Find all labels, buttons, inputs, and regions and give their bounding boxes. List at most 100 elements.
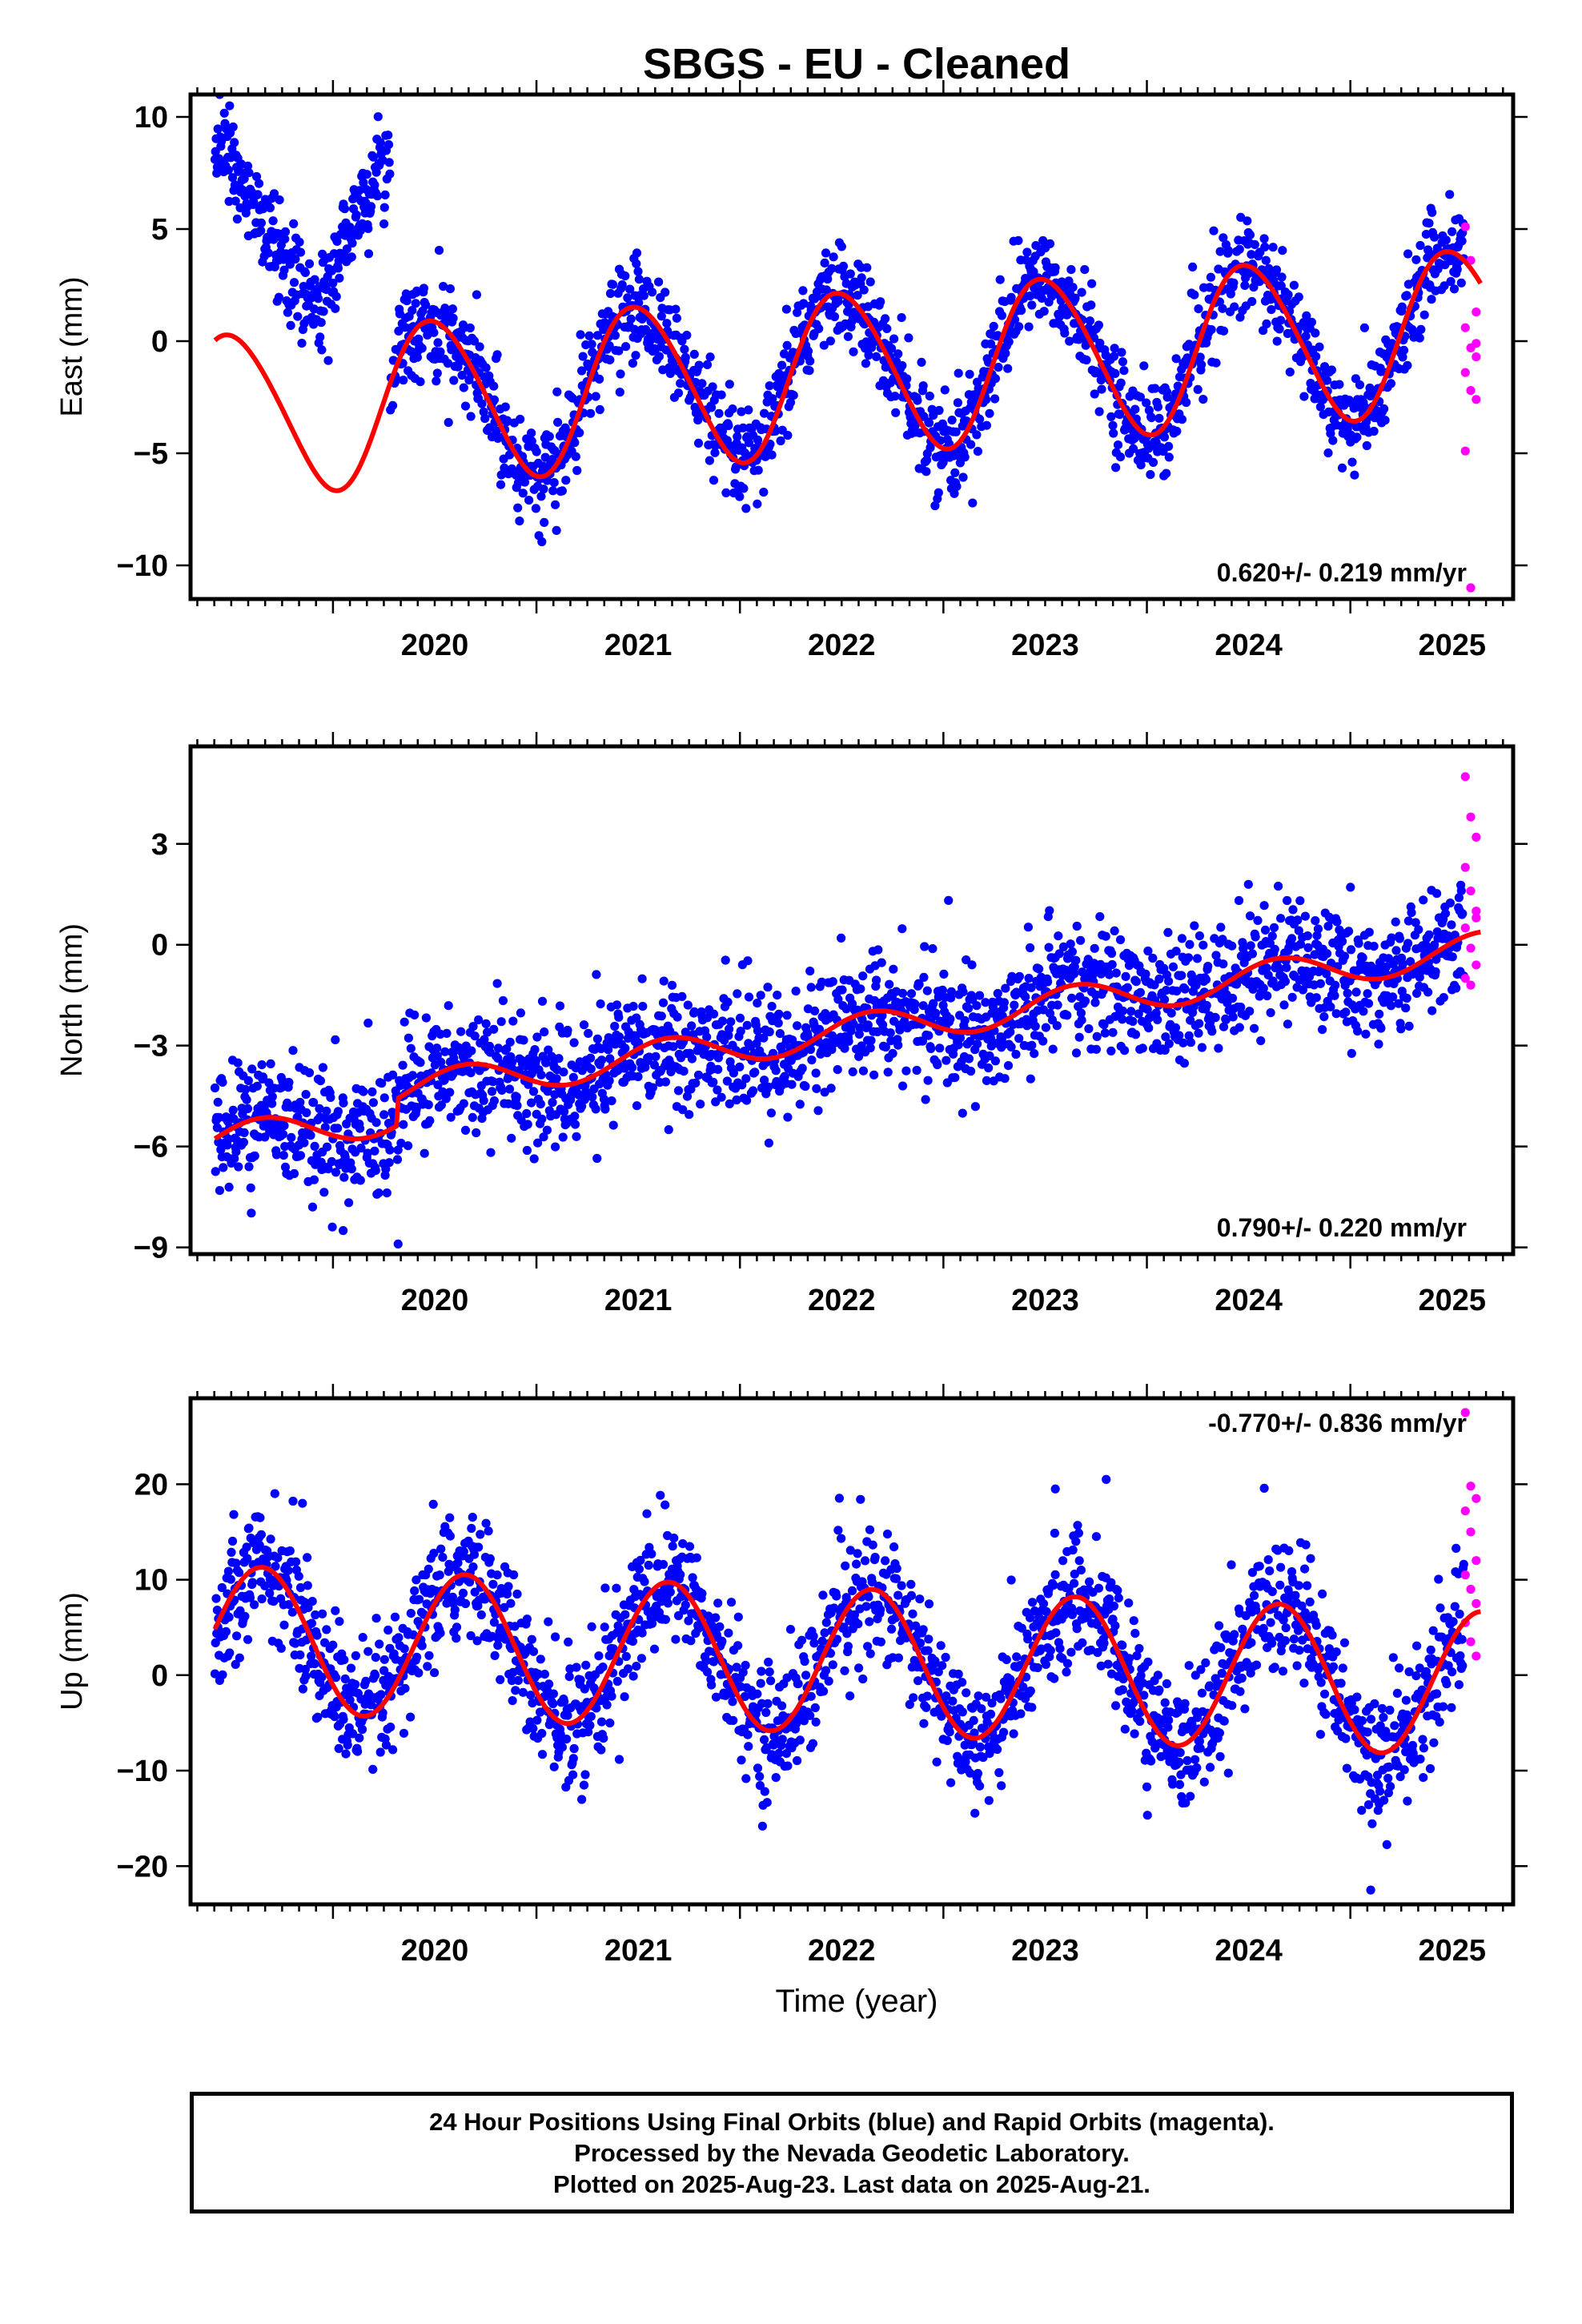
data-point: [224, 1182, 234, 1192]
data-point: [351, 1651, 360, 1661]
data-point: [554, 1054, 564, 1063]
data-point: [1071, 955, 1081, 965]
data-point: [359, 178, 368, 187]
data-point: [1380, 416, 1390, 425]
data-point: [1402, 993, 1411, 1003]
data-point: [1337, 936, 1347, 947]
data-point: [741, 504, 751, 513]
data-point: [1203, 962, 1213, 971]
data-point: [251, 171, 262, 182]
data-point: [1227, 941, 1237, 951]
data-point: [692, 1553, 701, 1562]
data-point: [1229, 278, 1239, 287]
data-point: [669, 1042, 678, 1051]
data-point: [809, 1631, 818, 1641]
data-point: [548, 1689, 559, 1699]
data-point: [985, 408, 994, 418]
data-point: [1101, 931, 1110, 941]
data-point: [1223, 246, 1233, 255]
data-point: [489, 1096, 500, 1106]
data-point: [614, 1012, 624, 1022]
data-point: [717, 1092, 726, 1102]
data-point: [460, 1125, 471, 1135]
data-point: [921, 1095, 930, 1104]
data-point: [469, 1550, 480, 1559]
data-point: [288, 1496, 298, 1506]
data-point: [759, 1033, 769, 1043]
data-point: [434, 246, 444, 255]
data-point: [285, 1546, 295, 1556]
data-point: [255, 1513, 265, 1522]
data-point: [460, 1598, 471, 1609]
data-point: [604, 1045, 613, 1055]
data-point: [1094, 320, 1103, 330]
data-point: [363, 249, 374, 259]
data-point: [532, 1715, 542, 1725]
y-tick-label: −9: [134, 1232, 168, 1265]
data-point: [243, 1076, 253, 1085]
data-point: [605, 1718, 615, 1728]
data-point: [737, 1755, 746, 1765]
data-point: [489, 1024, 499, 1034]
data-point: [1401, 1003, 1411, 1013]
data-point: [1454, 893, 1464, 903]
data-point: [1034, 964, 1044, 974]
data-point: [1174, 1031, 1184, 1040]
data-point: [733, 1612, 743, 1622]
data-point: [1128, 1016, 1138, 1026]
data-point: [749, 1086, 758, 1096]
data-point: [906, 989, 917, 999]
data-point: [1294, 926, 1303, 935]
rapid-point: [1472, 308, 1481, 317]
data-point: [512, 1092, 521, 1102]
data-point: [1396, 1024, 1406, 1034]
data-point: [300, 267, 310, 277]
data-point: [493, 1043, 504, 1053]
data-point: [408, 1071, 418, 1080]
data-point: [1162, 392, 1172, 402]
data-point: [274, 292, 283, 302]
data-point: [442, 1028, 452, 1038]
data-point: [665, 368, 675, 378]
data-point: [243, 1554, 252, 1563]
rapid-point: [1460, 772, 1470, 782]
data-point: [432, 368, 442, 378]
data-point: [773, 991, 782, 1000]
data-point: [596, 1043, 606, 1054]
rapid-point: [1472, 960, 1481, 970]
data-point: [502, 1589, 512, 1599]
data-point: [710, 448, 720, 457]
data-point: [436, 347, 445, 356]
data-point: [393, 1145, 403, 1155]
data-point: [1214, 1043, 1223, 1053]
data-point: [926, 1043, 936, 1053]
data-point: [366, 202, 376, 211]
data-point: [1006, 1027, 1015, 1037]
data-point: [348, 1729, 358, 1739]
data-point: [548, 1098, 557, 1108]
data-point: [470, 1031, 480, 1041]
data-point: [317, 1672, 327, 1682]
data-point: [1150, 384, 1160, 393]
data-point: [844, 1036, 853, 1046]
data-point: [266, 1534, 275, 1544]
data-point: [723, 997, 733, 1007]
data-point: [785, 397, 796, 408]
data-point: [459, 383, 468, 392]
data-point: [430, 1668, 440, 1678]
data-point: [1250, 1023, 1259, 1033]
data-point: [363, 1148, 372, 1158]
data-point: [513, 503, 523, 513]
data-point: [837, 242, 846, 251]
data-point: [744, 438, 754, 448]
rapid-point: [1466, 812, 1476, 822]
data-point: [950, 468, 960, 477]
data-point: [244, 168, 254, 178]
data-point: [741, 1774, 751, 1783]
data-point: [406, 1609, 416, 1618]
data-point: [291, 254, 300, 264]
data-point: [757, 1667, 766, 1676]
data-point: [1259, 901, 1269, 911]
data-point: [620, 271, 630, 281]
